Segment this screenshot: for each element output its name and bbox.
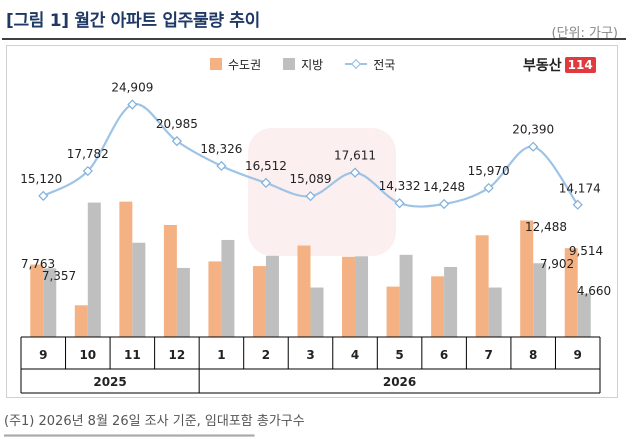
title-divider [2, 38, 626, 40]
brand-name: 부동산 [523, 58, 562, 74]
legend-swatch-regional [283, 58, 296, 70]
brand-mark: 114 [564, 57, 596, 73]
legend-label-national: 전국 [373, 57, 396, 72]
chart-legend: 수도권 지방 전국 [210, 55, 417, 73]
chart-title: [그림 1] 월간 아파트 입주물량 추이 [6, 11, 260, 31]
brand-logo: 부동산 114 [523, 55, 596, 75]
legend-item-national: 전국 [345, 56, 395, 73]
legend-item-regional: 지방 [283, 56, 323, 73]
legend-swatch-national [345, 59, 368, 69]
legend-label-metro: 수도권 [228, 57, 262, 72]
footnote: (주1) 2026년 8월 26일 조사 기준, 임대포함 총가구수 [4, 414, 305, 429]
legend-item-metro: 수도권 [210, 56, 261, 73]
chart-panel [6, 45, 618, 398]
legend-label-regional: 지방 [301, 57, 324, 72]
legend-swatch-metro [210, 58, 222, 70]
unit-label: (단위: 가구) [551, 26, 619, 41]
footnote-cutoff: ━━━━━━━━━━━━━━━━━━━━━━━━━━━━━━━━ [4, 430, 255, 439]
